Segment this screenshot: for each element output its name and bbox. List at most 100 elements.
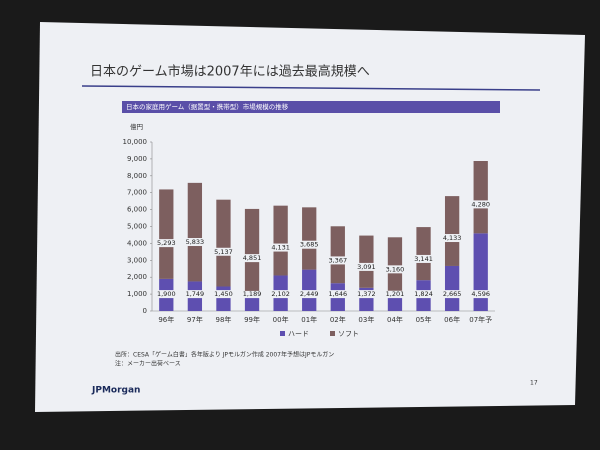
x-tick-label: 99年 [244,315,260,324]
value-label: 5,137 [214,248,233,256]
value-label-bg [470,290,491,299]
bar-segment [359,235,374,288]
y-tick-label: 7,000 [127,189,147,197]
value-label: 1,646 [328,290,347,298]
y-tick-label: 1,000 [127,290,147,298]
bar-segment [473,233,488,311]
value-label-bg [299,240,320,249]
value-label: 5,293 [157,239,176,247]
bar-segment [387,237,403,291]
x-tick-label: 03年 [358,315,374,324]
value-label: 1,824 [414,290,433,298]
value-label-bg [413,254,434,263]
bar-segment [444,196,460,266]
source: 出所：CESA「ゲーム白書」各年版より JPモルガン作成 2007年予想はJPモ… [115,351,334,359]
value-label-bg [242,290,263,299]
y-tick-label: 8,000 [127,172,147,180]
value-label: 1,201 [386,290,405,298]
x-tick-label: 01年 [301,315,317,324]
bar-segment [416,227,431,281]
x-tick-label: 05年 [416,315,432,324]
y-tick-label: 9,000 [127,155,147,163]
bar-segment [473,160,488,234]
value-label-bg [413,290,434,299]
value-label: 2,449 [300,290,319,298]
y-tick-label: 4,000 [127,239,147,247]
value-label: 1,372 [357,290,376,298]
y-tick-label: 10,000 [123,138,148,146]
value-label-bg [327,256,348,265]
value-label-bg [270,290,291,299]
bar-segment [187,182,203,282]
subtitle: 日本の家庭用ゲーム（据置型・携帯型）市場規模の推移 [126,102,289,111]
x-tick-label: 06年 [444,315,460,324]
value-label-bg [384,290,405,299]
title-rule [81,85,541,91]
x-tick-label: 98年 [215,315,231,324]
chart-title: 日本のゲーム市場は2007年には過去最高規模へ [90,64,370,80]
value-label-bg [156,239,177,248]
value-label: 1,189 [243,290,262,298]
logo: JPMorgan [91,386,140,396]
legend-swatch [280,331,285,336]
value-label-bg [242,254,263,263]
value-label: 1,749 [186,290,205,298]
value-label: 2,102 [271,290,290,298]
x-tick-label: 07年予 [469,315,492,324]
value-label-bg [470,200,491,209]
value-label: 4,131 [271,244,290,252]
y-tick-label: 2,000 [127,273,147,281]
bar-segment [159,189,174,279]
x-tick-label: 00年 [273,315,289,324]
value-label: 1,900 [157,290,176,298]
subtitle-bar [122,101,500,113]
value-label-bg [270,243,291,252]
legend-label: ソフト [338,330,359,338]
value-label: 4,280 [471,200,490,208]
value-label: 4,851 [243,254,262,262]
bar-segment [273,205,288,276]
value-label-bg [213,247,234,256]
value-label-bg [442,234,463,243]
value-label: 2,665 [443,290,462,298]
value-label: 5,833 [186,238,205,246]
bar-segment [444,265,460,311]
value-label: 3,685 [300,241,319,249]
value-label: 1,450 [214,290,233,298]
value-label: 3,367 [328,256,347,264]
value-label: 4,596 [471,290,490,298]
value-label-bg [213,290,234,299]
value-label: 3,141 [414,255,433,263]
y-tick-label: 6,000 [127,206,147,214]
value-label-bg [156,290,177,299]
value-label-bg [184,290,205,299]
x-tick-label: 96年 [158,315,174,324]
legend-swatch [330,331,335,336]
legend-label: ハード [288,330,309,338]
x-tick-label: 97年 [187,315,203,324]
value-label-bg [327,290,348,299]
value-label-bg [384,265,405,274]
value-label-bg [184,238,205,247]
bar-segment [302,207,317,270]
value-label: 3,091 [357,263,376,271]
y-tick-label: 3,000 [127,256,147,264]
value-label-bg [299,290,320,299]
value-label-bg [356,262,377,271]
x-tick-label: 04年 [387,315,403,324]
value-label-bg [356,290,377,299]
bar-segment [216,199,231,287]
value-label: 3,160 [386,265,405,273]
y-axis-label: 億円 [130,122,143,131]
page-number: 17 [530,380,538,387]
bar-segment [244,208,260,291]
value-label-bg [442,290,463,299]
y-tick-label: 5,000 [127,223,147,231]
value-label: 4,133 [443,234,462,242]
y-tick-label: 0 [143,307,147,315]
x-tick-label: 02年 [330,315,346,324]
note: 注：メーカー出荷ベース [115,360,181,368]
bar-segment [330,226,345,284]
